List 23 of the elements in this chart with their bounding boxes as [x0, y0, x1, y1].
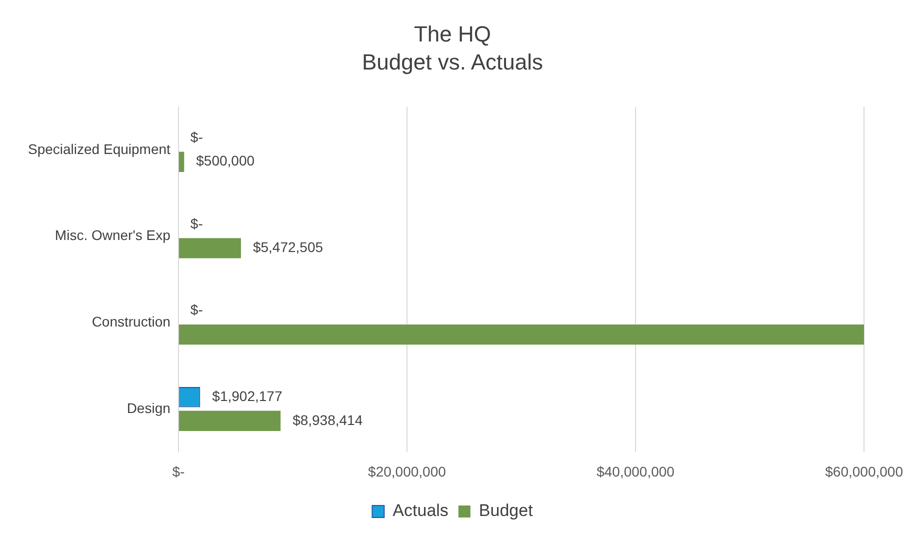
bar: [178, 410, 281, 431]
x-tick-label: $60,000,000: [825, 463, 904, 480]
y-tick-label: Design: [126, 400, 170, 416]
legend-label: Budget: [478, 501, 534, 520]
data-label: $8,938,414: [292, 412, 363, 428]
data-label: $-: [190, 128, 204, 145]
data-label: $1,902,177: [212, 388, 282, 404]
y-tick-label: Misc. Owner's Exp: [54, 227, 171, 244]
bar: [178, 324, 864, 345]
data-label: $500,000: [196, 152, 255, 169]
chart-title: The HQ: [414, 21, 492, 46]
data-label: $-: [190, 215, 204, 232]
legend-label: Actuals: [392, 501, 448, 520]
x-tick-label: $-: [172, 463, 185, 480]
x-tick-label: $20,000,000: [368, 463, 446, 480]
y-tick-label: Specialized Equipment: [28, 140, 171, 157]
chart-subtitle: Budget vs. Actuals: [362, 50, 543, 75]
data-label: $-: [190, 302, 204, 318]
bar: [178, 238, 241, 258]
bar: [178, 152, 184, 172]
data-label: $5,472,505: [252, 239, 324, 256]
x-tick-label: $40,000,000: [596, 463, 675, 480]
y-tick-label: Construction: [92, 314, 170, 330]
